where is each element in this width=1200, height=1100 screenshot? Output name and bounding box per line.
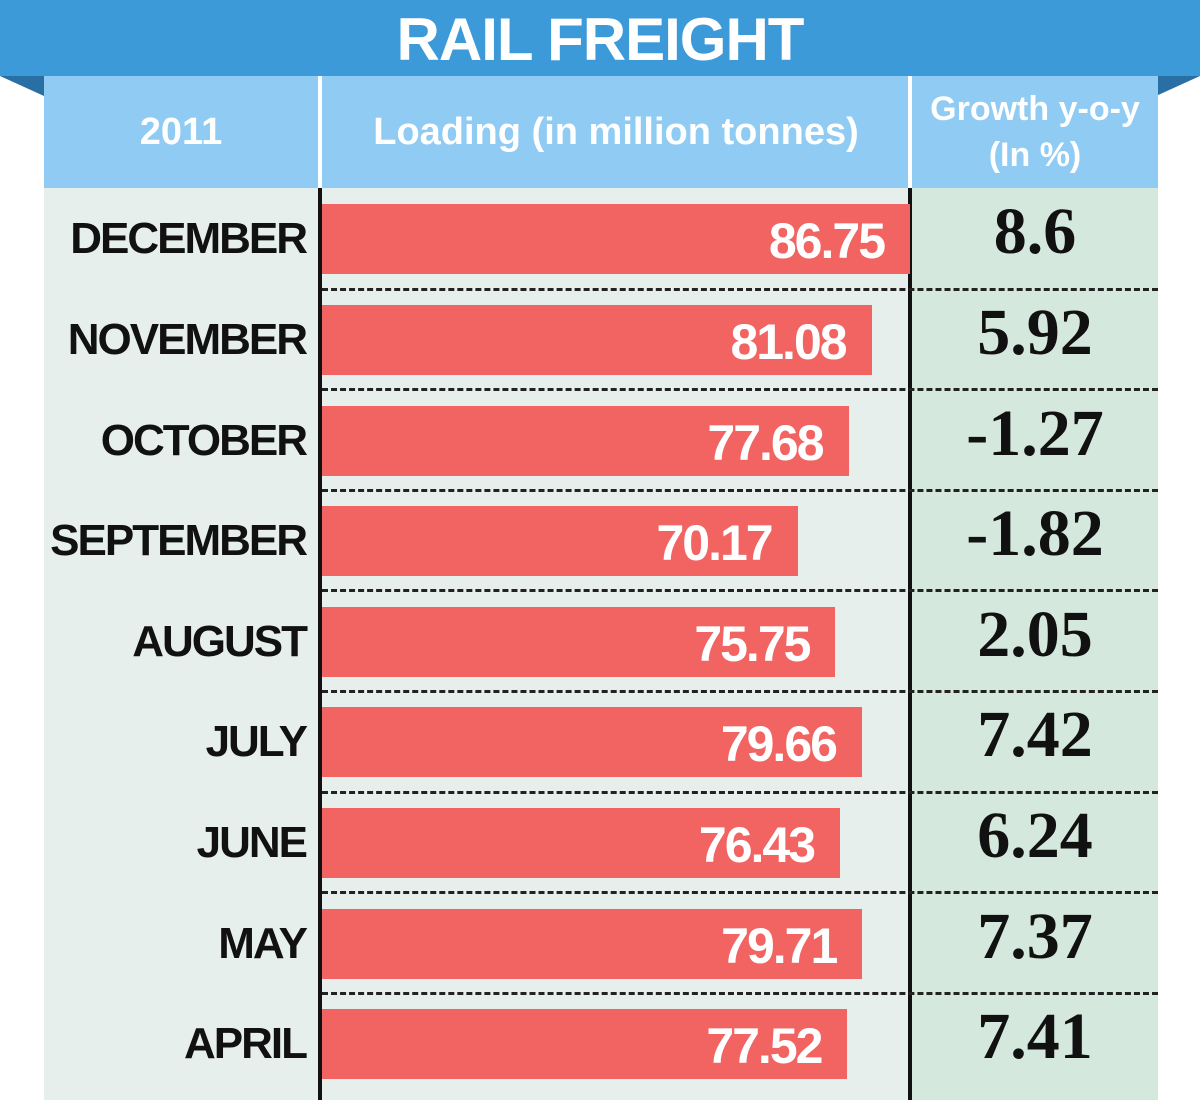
month-label: MAY (218, 918, 308, 968)
header-growth-line2: (In %) (988, 136, 1082, 174)
month-label: JUNE (196, 817, 308, 867)
loading-bar (322, 606, 836, 677)
loading-bar (322, 1009, 848, 1080)
row-divider (322, 388, 1158, 392)
chart-title: RAIL FREIGHT (396, 6, 805, 73)
month-label: AUGUST (132, 616, 308, 666)
loading-bar (322, 807, 841, 878)
loading-value-label: 77.52 (706, 1018, 823, 1075)
month-label: JULY (205, 717, 308, 767)
growth-value: 8.6 (993, 195, 1077, 269)
header-period: 2011 (139, 111, 223, 153)
row-divider (322, 790, 1158, 794)
month-label: DECEMBER (70, 214, 308, 264)
loading-value-label: 77.68 (707, 414, 824, 471)
header-loading: Loading (in million tonnes) (373, 111, 859, 153)
title-banner (0, 0, 1200, 76)
growth-value: 7.41 (977, 1000, 1093, 1074)
loading-value-label: 70.17 (656, 515, 773, 572)
month-label: SEPTEMBER (50, 516, 308, 566)
month-label: NOVEMBER (67, 314, 308, 364)
column-rule-right (908, 188, 912, 1100)
row-divider (322, 488, 1158, 492)
banner-fold-left (0, 76, 44, 96)
row-divider (322, 891, 1158, 895)
loading-value-label: 81.08 (730, 313, 847, 370)
loading-bar (322, 304, 872, 375)
loading-bar (322, 405, 849, 476)
growth-value: -1.82 (966, 497, 1104, 571)
growth-value: 7.42 (977, 698, 1093, 772)
growth-column-background (912, 188, 1158, 1100)
column-rule-left (318, 188, 322, 1100)
row-divider (322, 589, 1158, 593)
loading-bar (322, 707, 862, 778)
loading-bar (322, 908, 863, 979)
row-divider (322, 690, 1158, 693)
row-divider (322, 287, 1158, 291)
loading-bar (322, 506, 798, 577)
loading-bar (322, 204, 910, 275)
growth-value: 6.24 (977, 798, 1093, 872)
growth-value: 2.05 (977, 597, 1093, 671)
loading-value-label: 86.75 (768, 213, 886, 270)
header-row (44, 76, 1158, 188)
banner-fold-right (1156, 76, 1200, 96)
month-label: APRIL (184, 1019, 308, 1069)
loading-value-label: 75.75 (694, 615, 811, 672)
growth-value: -1.27 (966, 396, 1104, 470)
header-growth-line1: Growth y-o-y (930, 90, 1140, 128)
row-divider (322, 991, 1158, 995)
growth-value: 5.92 (977, 295, 1093, 369)
loading-value-label: 79.71 (721, 917, 838, 974)
header-growth: Growth y-o-y (In %) (912, 86, 1158, 178)
growth-value: 7.37 (977, 899, 1093, 973)
loading-value-label: 79.66 (720, 716, 838, 773)
loading-value-label: 76.43 (698, 816, 816, 873)
month-label: OCTOBER (100, 415, 308, 465)
